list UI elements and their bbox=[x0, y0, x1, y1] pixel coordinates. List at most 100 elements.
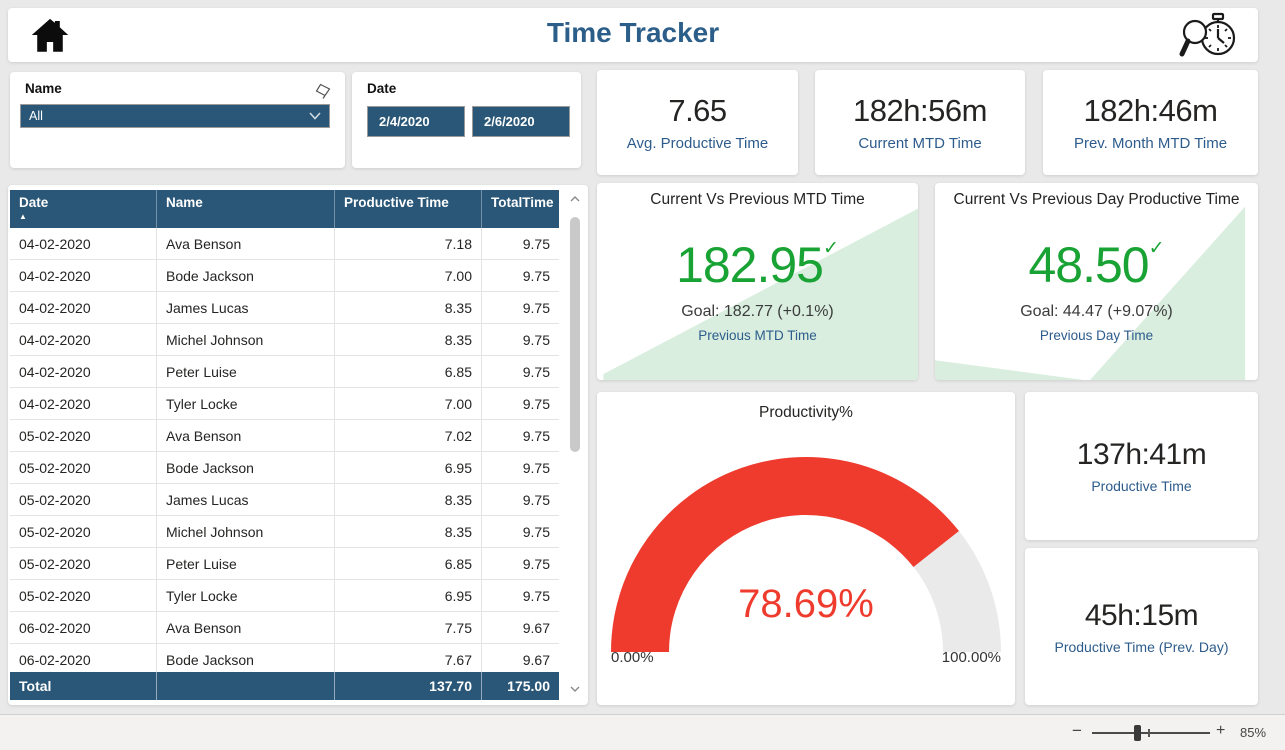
table-cell: 8.35 bbox=[335, 292, 482, 323]
column-header-totaltime[interactable]: TotalTime bbox=[491, 195, 554, 210]
table-cell: 7.00 bbox=[335, 260, 482, 291]
scroll-down-icon[interactable] bbox=[568, 683, 582, 695]
prev-month-mtd-time-card: 182h:46m Prev. Month MTD Time bbox=[1043, 70, 1258, 175]
table-body: 04-02-2020 Ava Benson 7.18 9.75 04-02-2020 Bo… bbox=[10, 228, 559, 672]
productivity-gauge-card: Productivity% 78.69% 0.00% 100.00% bbox=[597, 392, 1015, 705]
scrollbar-thumb[interactable] bbox=[570, 217, 580, 452]
table-cell: Ava Benson bbox=[157, 612, 335, 643]
table-cell: 9.75 bbox=[522, 587, 550, 604]
scroll-up-icon[interactable] bbox=[568, 193, 582, 205]
table-row[interactable]: 05-02-2020 Bode Jackson 6.95 9.75 bbox=[10, 452, 559, 484]
table-row[interactable]: 05-02-2020 James Lucas 8.35 9.75 bbox=[10, 484, 559, 516]
table-cell: Bode Jackson bbox=[157, 644, 335, 672]
table-cell: 6.85 bbox=[335, 356, 482, 387]
gauge-chart bbox=[611, 456, 1001, 653]
table-cell: 04-02-2020 bbox=[10, 388, 157, 419]
table-row[interactable]: 04-02-2020 Michel Johnson 8.35 9.75 bbox=[10, 324, 559, 356]
table-cell: Ava Benson bbox=[157, 420, 335, 451]
table-row[interactable]: 05-02-2020 Peter Luise 6.85 9.75 bbox=[10, 548, 559, 580]
table-cell: Tyler Locke bbox=[157, 388, 335, 419]
table-cell: 8.35 bbox=[335, 516, 482, 547]
table-cell: 7.18 bbox=[335, 228, 482, 259]
column-header-productive-time[interactable]: Productive Time bbox=[335, 190, 482, 228]
table-cell: 9.75 bbox=[522, 235, 550, 252]
table-cell: 05-02-2020 bbox=[10, 516, 157, 547]
table-cell: 05-02-2020 bbox=[10, 580, 157, 611]
name-dropdown[interactable]: All bbox=[20, 104, 330, 128]
table-total-row: Total 137.70 175.00 bbox=[10, 672, 559, 700]
total-empty-cell bbox=[157, 672, 335, 700]
clear-filter-eraser-icon[interactable] bbox=[313, 81, 333, 101]
gauge-min-label: 0.00% bbox=[611, 649, 654, 666]
total-label: Total bbox=[10, 672, 157, 700]
table-cell: Bode Jackson bbox=[157, 452, 335, 483]
table-cell: 04-02-2020 bbox=[10, 260, 157, 291]
table-cell: 04-02-2020 bbox=[10, 356, 157, 387]
table-cell: 9.75 bbox=[522, 299, 550, 316]
table-row[interactable]: 04-02-2020 Tyler Locke 7.00 9.75 bbox=[10, 388, 559, 420]
goal-card-value: 182.95✓ bbox=[676, 237, 839, 293]
goal-card-goal: Goal: 44.47 (+9.07%) bbox=[1020, 303, 1173, 320]
column-header-name[interactable]: Name bbox=[157, 190, 335, 228]
total-productive-time: 137.70 bbox=[335, 672, 482, 700]
gauge-value: 78.69% bbox=[738, 582, 874, 626]
table-cell: 05-02-2020 bbox=[10, 452, 157, 483]
table-scrollbar[interactable] bbox=[568, 193, 582, 695]
goal-card-goal: Goal: 182.77 (+0.1%) bbox=[681, 303, 834, 320]
table-cell: 7.75 bbox=[335, 612, 482, 643]
table-cell: Michel Johnson bbox=[157, 516, 335, 547]
table-row[interactable]: 04-02-2020 Peter Luise 6.85 9.75 bbox=[10, 356, 559, 388]
zoom-level: 85% bbox=[1240, 725, 1267, 740]
page-title: Time Tracker bbox=[546, 17, 720, 48]
table-cell: Tyler Locke bbox=[157, 580, 335, 611]
table-row[interactable]: 04-02-2020 James Lucas 8.35 9.75 bbox=[10, 292, 559, 324]
time-card-label: Productive Time bbox=[1091, 478, 1192, 494]
table-cell: 9.75 bbox=[522, 427, 550, 444]
table-row[interactable]: 05-02-2020 Ava Benson 7.02 9.75 bbox=[10, 420, 559, 452]
table-row[interactable]: 05-02-2020 Michel Johnson 8.35 9.75 bbox=[10, 516, 559, 548]
table-cell: 9.75 bbox=[522, 267, 550, 284]
name-dropdown-value: All bbox=[29, 109, 43, 123]
time-search-icon bbox=[1179, 12, 1236, 57]
home-icon[interactable] bbox=[28, 15, 72, 57]
table-cell: 9.75 bbox=[522, 363, 550, 380]
table-cell: James Lucas bbox=[157, 484, 335, 515]
zoom-slider-handle[interactable] bbox=[1134, 725, 1141, 741]
table-cell: Bode Jackson bbox=[157, 260, 335, 291]
table-cell: 6.95 bbox=[335, 452, 482, 483]
table-cell: Peter Luise bbox=[157, 548, 335, 579]
time-card-label: Productive Time (Prev. Day) bbox=[1054, 638, 1229, 655]
date-slicer: Date 2/4/2020 2/6/2020 bbox=[352, 72, 581, 168]
table-cell: 04-02-2020 bbox=[10, 324, 157, 355]
check-icon: ✓ bbox=[823, 238, 839, 259]
table-cell: 9.67 bbox=[522, 619, 550, 636]
column-header-date[interactable]: Date ▲ bbox=[10, 190, 157, 228]
table-cell: 8.35 bbox=[335, 484, 482, 515]
table-cell: 05-02-2020 bbox=[10, 548, 157, 579]
table-cell: 6.95 bbox=[335, 580, 482, 611]
goal-card-sublabel: Previous Day Time bbox=[1039, 328, 1154, 343]
kpi-label: Prev. Month MTD Time bbox=[1073, 135, 1228, 152]
table-row[interactable]: 04-02-2020 Bode Jackson 7.00 9.75 bbox=[10, 260, 559, 292]
date-start-input[interactable]: 2/4/2020 bbox=[367, 106, 465, 137]
table-cell: 9.75 bbox=[522, 395, 550, 412]
table-cell: 9.75 bbox=[522, 523, 550, 540]
zoom-in-button[interactable]: + bbox=[1216, 722, 1226, 739]
zoom-out-button[interactable]: − bbox=[1072, 721, 1082, 740]
table-row[interactable]: 04-02-2020 Ava Benson 7.18 9.75 bbox=[10, 228, 559, 260]
productive-time-card: 137h:41m Productive Time bbox=[1025, 392, 1258, 540]
table-row[interactable]: 06-02-2020 Ava Benson 7.75 9.67 bbox=[10, 612, 559, 644]
gauge-max-label: 100.00% bbox=[941, 649, 1001, 666]
table-cell: 7.00 bbox=[335, 388, 482, 419]
zoom-slider[interactable] bbox=[1092, 732, 1210, 734]
mtd-goal-kpi-card: Current Vs Previous MTD Time 182.95✓ Goa… bbox=[597, 183, 918, 380]
table-row[interactable]: 06-02-2020 Bode Jackson 7.67 9.67 bbox=[10, 644, 559, 672]
goal-card-title: Current Vs Previous Day Productive Time bbox=[953, 191, 1240, 208]
current-mtd-time-card: 182h:56m Current MTD Time bbox=[815, 70, 1025, 175]
sort-ascending-icon: ▲ bbox=[19, 212, 27, 221]
date-end-input[interactable]: 2/6/2020 bbox=[472, 106, 570, 137]
table-row[interactable]: 05-02-2020 Tyler Locke 6.95 9.75 bbox=[10, 580, 559, 612]
table-cell: 7.67 bbox=[335, 644, 482, 672]
table-cell: 9.75 bbox=[522, 555, 550, 572]
